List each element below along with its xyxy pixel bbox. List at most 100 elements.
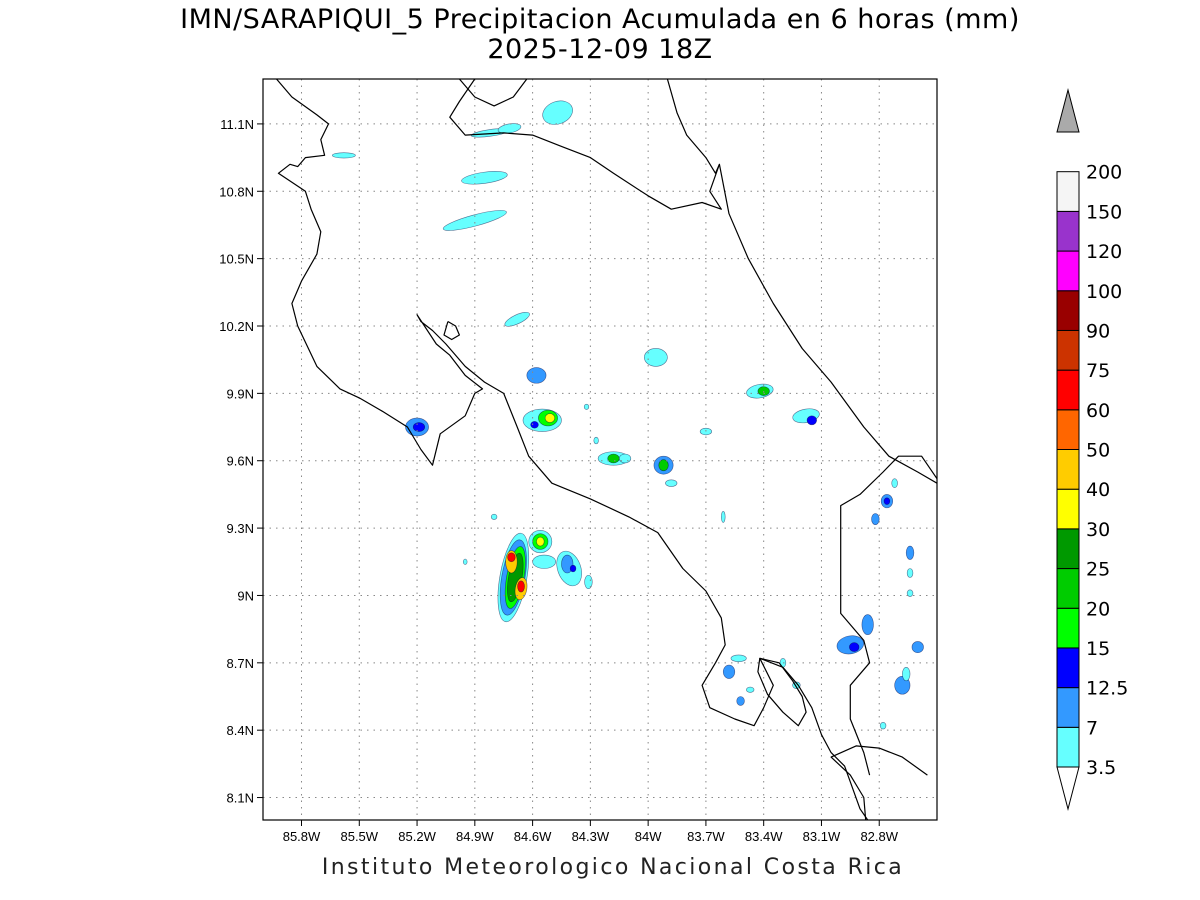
colorbar-label: 50 (1086, 440, 1110, 462)
x-tick-label: 84.6W (514, 829, 552, 844)
x-tick-label: 83.1W (803, 829, 841, 844)
x-tick-label: 84.9W (456, 829, 494, 844)
coastline-segment (276, 79, 869, 820)
precip-cell (517, 580, 525, 593)
precip-cell (806, 415, 817, 426)
x-axis-ticks: 85.8W 85.5W 85.2W 84.9W 84.6W 84.3W 84W 83.7W 83… (283, 820, 899, 844)
colorbar-swatch (1056, 210, 1080, 252)
map-title: IMN/SARAPIQUI_5 Precipitacion Acumulada … (180, 4, 1020, 35)
colorbar-label: 20 (1086, 598, 1110, 620)
precip-cell (883, 497, 891, 505)
precip-cell (879, 722, 887, 730)
precip-cell (532, 554, 557, 569)
precip-cell (569, 564, 577, 573)
colorbar-label: 3.5 (1086, 757, 1116, 779)
x-tick-label: 82.8W (860, 829, 898, 844)
y-tick-label: 11.1N (220, 117, 254, 132)
colorbar-swatch (1056, 369, 1080, 411)
precip-cell (332, 152, 356, 159)
colorbar-lower-arrow (1056, 766, 1080, 811)
colorbar-swatch (1056, 290, 1080, 331)
colorbar: 3.5 7 12.5 15 20 25 30 40 50 60 75 90 100 120 150 200 (1056, 88, 1128, 811)
y-tick-label: 8.7N (227, 656, 254, 671)
precip-cell (736, 696, 745, 706)
colorbar-swatch (1056, 329, 1080, 371)
colorbar-label: 12.5 (1086, 678, 1128, 700)
colorbar-label: 30 (1086, 519, 1110, 541)
precip-cell (544, 413, 556, 423)
precip-cell (584, 574, 593, 590)
coastline-segment (718, 164, 937, 484)
precip-cell (730, 654, 747, 662)
y-tick-label: 10.8N (219, 184, 254, 199)
precip-cell (906, 568, 914, 578)
colorbar-swatch (1056, 488, 1080, 530)
x-tick-label: 85.5W (340, 829, 378, 844)
x-tick-label: 84.3W (572, 829, 610, 844)
colorbar-label: 25 (1086, 559, 1110, 581)
y-tick-label: 9N (237, 588, 254, 603)
precip-cell (507, 552, 516, 563)
precip-cell (699, 427, 712, 436)
colorbar-label: 75 (1086, 360, 1110, 382)
precip-cell (530, 421, 539, 429)
coastline-segment (443, 320, 460, 341)
colorbar-label: 150 (1086, 201, 1122, 223)
coastline-segment (449, 79, 722, 210)
x-tick-label: 84W (635, 829, 662, 844)
y-tick-label: 10.5N (219, 252, 254, 267)
colorbar-label: 40 (1086, 479, 1110, 501)
precip-cell (526, 367, 547, 384)
y-tick-label: 10.2N (219, 319, 254, 334)
precip-cell (911, 641, 924, 654)
precip-cell (871, 513, 880, 526)
y-tick-label: 8.4N (227, 723, 254, 738)
colorbar-label: 100 (1086, 281, 1122, 303)
coastline-segment (840, 455, 937, 776)
colorbar-swatch (1056, 726, 1080, 768)
precip-cell (442, 210, 507, 231)
precip-cell (462, 558, 468, 565)
coastline-segment (458, 79, 528, 107)
precip-cell (536, 536, 545, 547)
colorbar-swatch (1056, 250, 1080, 292)
precip-cell (643, 348, 668, 367)
plot-frame (262, 78, 938, 821)
y-axis-ticks: 11.1N 10.8N 10.5N 10.2N 9.9N 9.6N 9.3N 9N 8.7N 8.… (219, 117, 263, 806)
colorbar-label: 90 (1086, 320, 1110, 342)
precip-cell (504, 311, 530, 327)
coastline-segment (757, 657, 807, 727)
colorbar-upper-arrow (1056, 88, 1080, 133)
colorbar-swatch (1056, 568, 1080, 609)
y-tick-label: 9.3N (227, 521, 254, 536)
colorbar-label: 60 (1086, 400, 1110, 422)
grid-lines (263, 79, 937, 820)
x-tick-label: 85.2W (398, 829, 436, 844)
map-timestamp: 2025-12-09 18Z (487, 34, 713, 65)
colorbar-label: 200 (1086, 162, 1122, 184)
colorbar-swatch (1056, 528, 1080, 570)
precip-cell (490, 513, 498, 520)
precip-cell (583, 403, 590, 410)
precip-cell (461, 171, 508, 185)
colorbar-label: 120 (1086, 241, 1122, 263)
x-tick-label: 85.8W (283, 829, 321, 844)
precip-cell (721, 510, 726, 523)
precip-cell (861, 614, 874, 636)
precipitation-cells (332, 100, 924, 730)
coastline-segment (830, 745, 928, 820)
colorbar-label: 7 (1086, 717, 1098, 739)
colorbar-swatch (1056, 687, 1080, 728)
x-tick-label: 83.4W (745, 829, 783, 844)
colorbar-swatch (1056, 647, 1080, 689)
precip-cell (542, 100, 573, 125)
y-tick-label: 8.1N (227, 791, 254, 806)
precip-cell (607, 453, 620, 464)
precip-cell (722, 664, 736, 679)
precip-cell (746, 686, 755, 693)
y-tick-label: 9.6N (227, 454, 254, 469)
credit-line: Instituto Meteorologico Nacional Costa R… (321, 855, 905, 880)
x-tick-label: 83.7W (687, 829, 725, 844)
precip-cell (902, 667, 911, 682)
